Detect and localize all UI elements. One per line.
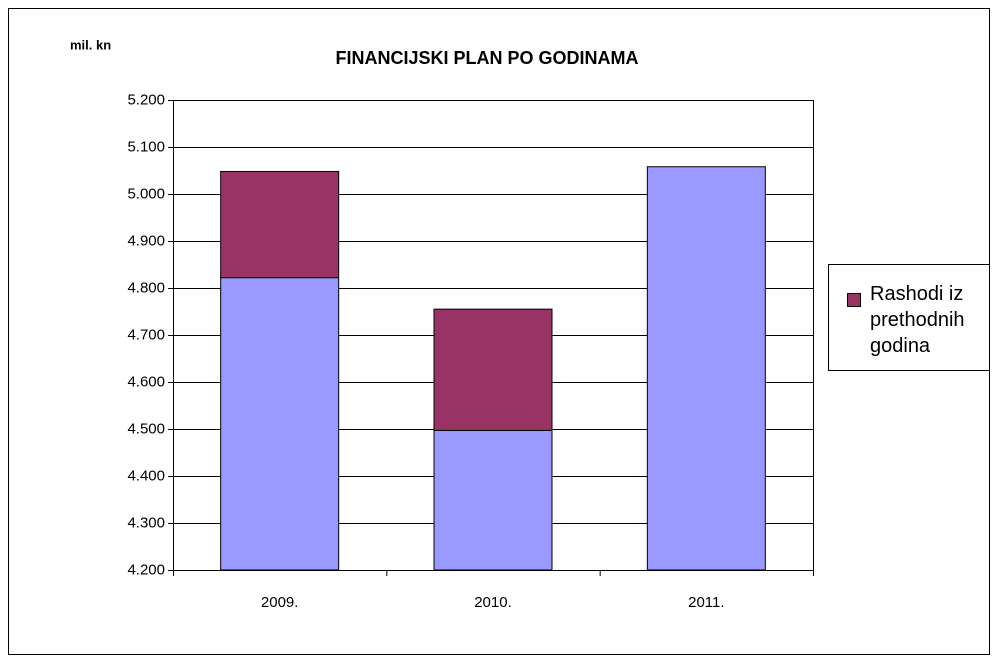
x-tick-label: 2009. <box>261 594 299 611</box>
bar-segment <box>646 166 766 571</box>
y-tick-label: 4.300 <box>127 514 165 531</box>
y-tick-label: 4.900 <box>127 232 165 249</box>
y-tick-label: 5.100 <box>127 138 165 155</box>
y-tick-label: 4.800 <box>127 279 165 296</box>
legend-box <box>828 264 990 371</box>
y-tick-label: 4.500 <box>127 420 165 437</box>
y-tick-label: 5.000 <box>127 185 165 202</box>
y-tick-label: 4.600 <box>127 373 165 390</box>
x-tick-label: 2011. <box>688 594 724 611</box>
y-axis-label: mil. kn <box>70 37 111 52</box>
chart-title: FINANCIJSKI PLAN PO GODINAMA <box>335 48 638 68</box>
x-tick-label: 2010. <box>474 594 512 611</box>
bar-segment <box>433 429 553 571</box>
bar-segment <box>220 277 340 571</box>
y-tick-label: 4.700 <box>127 326 165 343</box>
bar-segment <box>220 170 340 279</box>
y-tick-label: 5.200 <box>127 91 165 108</box>
y-tick-label: 4.400 <box>127 467 165 484</box>
bar-segment <box>433 308 553 431</box>
legend-label: Rashodi iz prethodnih godina <box>870 283 965 357</box>
legend-swatch <box>847 293 861 307</box>
y-tick-label: 4.200 <box>127 561 165 578</box>
